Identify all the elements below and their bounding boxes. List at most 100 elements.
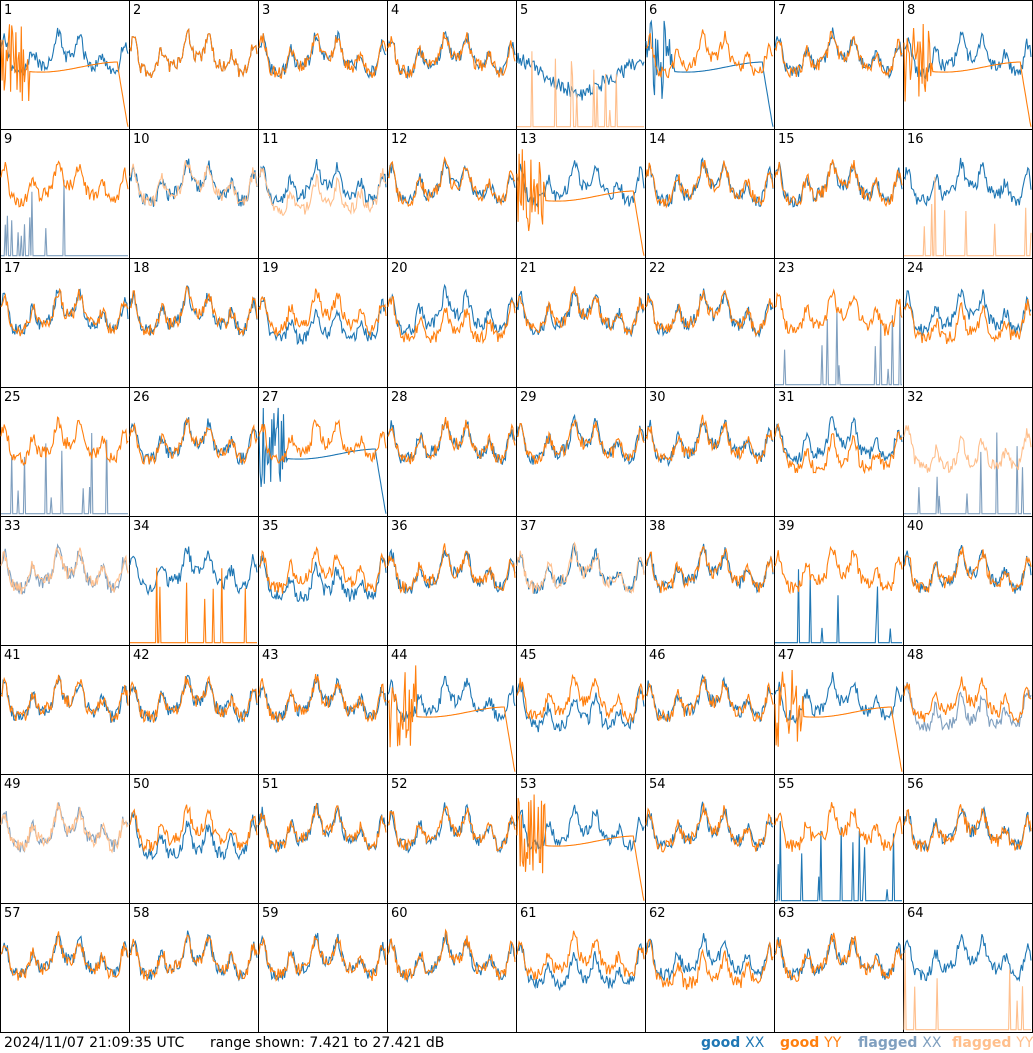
panel-label: 64	[907, 906, 924, 921]
panel-label: 40	[907, 519, 924, 534]
timestamp: 2024/11/07 21:09:35 UTC	[4, 1035, 185, 1051]
series-yy-line	[258, 168, 387, 216]
panel-label: 24	[907, 261, 924, 276]
panel-frame	[903, 516, 1033, 646]
panel-label: 47	[778, 648, 795, 663]
panel-label: 62	[649, 906, 666, 921]
series-xx-line	[387, 159, 516, 204]
series-yy-line	[258, 935, 387, 982]
series-xx-line	[645, 933, 774, 982]
panel-24: 24	[903, 258, 1033, 388]
series-yy-line	[516, 419, 645, 465]
panel-55: 55	[774, 774, 904, 904]
panel-label: 45	[520, 648, 537, 663]
series-yy-line	[129, 934, 258, 981]
series-yy-line	[387, 543, 516, 594]
series-yy-line	[516, 541, 645, 595]
series-yy-line	[130, 567, 257, 644]
panel-frame	[387, 516, 517, 646]
series-xx-line	[903, 682, 1032, 732]
panel-frame	[0, 774, 130, 904]
panel-frame	[387, 258, 517, 388]
panel-label: 1	[4, 3, 12, 18]
panel-frame	[387, 774, 517, 904]
series-xx-line	[258, 159, 387, 206]
panel-frame	[903, 774, 1033, 904]
panel-label: 54	[649, 777, 666, 792]
panel-63: 63	[774, 903, 904, 1033]
series-yy-line	[903, 299, 1031, 345]
panel-label: 55	[778, 777, 795, 792]
panel-frame	[903, 258, 1033, 388]
panel-label: 59	[262, 906, 279, 921]
series-yy-line	[258, 419, 387, 464]
panel-frame	[645, 516, 775, 646]
series-xx-line	[645, 801, 774, 852]
series-yy-line	[774, 288, 903, 336]
series-xx-line	[387, 30, 516, 80]
panel-37: 37	[516, 516, 646, 646]
series-yy-line	[516, 286, 645, 336]
series-xx-line	[258, 932, 387, 983]
series-xx-line	[775, 821, 902, 902]
panel-label: 39	[778, 519, 795, 534]
panel-frame	[516, 258, 646, 388]
panel-13: 13	[516, 129, 646, 259]
panel-label: 16	[907, 132, 924, 147]
panel-16: 16	[903, 129, 1033, 259]
panel-label: 32	[907, 390, 924, 405]
series-yy-line	[774, 932, 903, 982]
series-xx-line	[774, 416, 903, 465]
panel-4: 4	[387, 0, 517, 130]
panel-frame	[387, 645, 517, 775]
series-yy-line	[129, 804, 258, 853]
series-yy-line	[516, 930, 645, 981]
series-xx-line	[903, 544, 1032, 594]
series-yy-line	[0, 802, 129, 854]
panel-14: 14	[645, 129, 775, 259]
panel-frame	[258, 774, 388, 904]
panel-frame	[129, 258, 259, 388]
panel-20: 20	[387, 258, 517, 388]
panel-label: 34	[133, 519, 150, 534]
series-yy-line	[903, 425, 1032, 474]
series-yy-line	[645, 676, 774, 723]
panel-label: 36	[391, 519, 408, 534]
panel-frame	[258, 0, 388, 130]
panel-frame	[129, 387, 259, 517]
panel-56: 56	[903, 774, 1033, 904]
series-xx-line	[516, 683, 645, 733]
series-yy-line	[903, 546, 1032, 593]
panel-50: 50	[129, 774, 259, 904]
panel-label: 60	[391, 906, 408, 921]
panel-53: 53	[516, 774, 646, 904]
panel-25: 25	[0, 387, 130, 517]
series-yy-line	[258, 802, 387, 852]
panel-frame	[0, 258, 130, 388]
series-xx-line	[516, 942, 645, 992]
panel-label: 19	[262, 261, 279, 276]
panel-label: 29	[520, 390, 537, 405]
panel-26: 26	[129, 387, 259, 517]
series-xx-line	[775, 569, 902, 644]
panel-label: 61	[520, 906, 537, 921]
panel-54: 54	[645, 774, 775, 904]
panel-frame	[258, 903, 388, 1033]
series-xx-line	[903, 288, 1032, 338]
series-xx-line	[775, 306, 902, 386]
series-yy-line	[0, 160, 129, 208]
panel-47: 47	[774, 645, 904, 775]
panel-18: 18	[129, 258, 259, 388]
panel-46: 46	[645, 645, 775, 775]
panel-22: 22	[645, 258, 775, 388]
panel-frame	[645, 0, 775, 130]
panel-label: 58	[133, 906, 150, 921]
panel-frame	[645, 645, 775, 775]
panel-frame	[258, 258, 388, 388]
series-yy-line	[258, 32, 387, 79]
series-yy-line	[774, 30, 903, 79]
panel-frame	[516, 0, 646, 130]
panel-frame	[903, 645, 1033, 775]
panel-38: 38	[645, 516, 775, 646]
series-yy-line	[645, 29, 774, 79]
